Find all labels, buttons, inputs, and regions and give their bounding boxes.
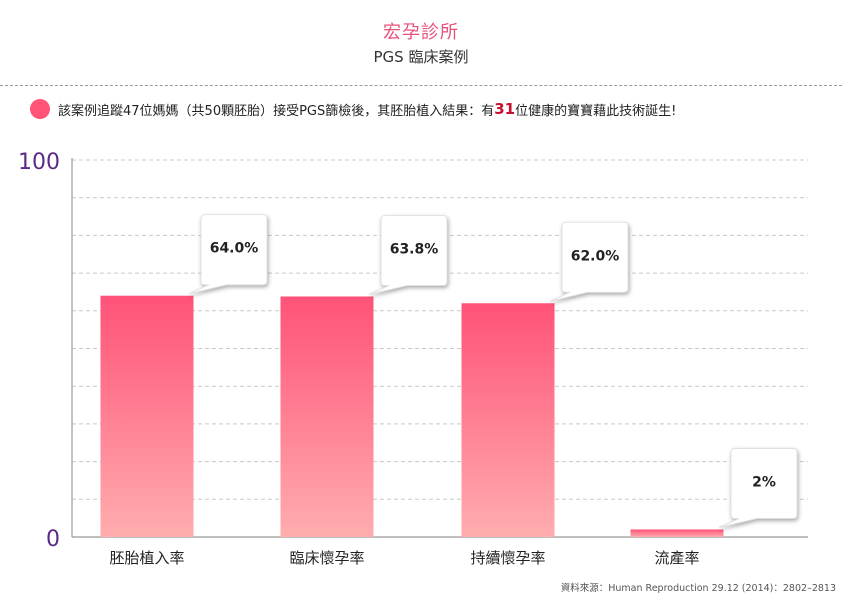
callout-bubble [188, 214, 268, 295]
data-callout [718, 448, 798, 528]
source-citation: 資料來源：Human Reproduction 29.12 (2014)：280… [560, 583, 836, 594]
bullet-dot-icon [30, 99, 50, 119]
callout-bubble [718, 448, 798, 528]
callout-bubble [368, 215, 448, 295]
data-callout [188, 214, 268, 295]
summary-text-before: 該案例追蹤47位媽媽（共50顆胚胎）接受PGS篩檢後，其胚胎植入結果：有 [58, 103, 495, 119]
bar [100, 295, 194, 537]
category-labels: 胚胎植入率 臨床懷孕率 持續懷孕率 流產率 [109, 549, 699, 567]
clinic-name: 宏孕診所 [383, 22, 459, 43]
summary-line: 該案例追蹤47位媽媽（共50顆胚胎）接受PGS篩檢後，其胚胎植入結果：有 31 位健… [30, 98, 676, 120]
data-callouts: 64.0% 63.8% 62.0% 2% [188, 214, 798, 528]
data-callout [549, 221, 629, 302]
data-label: 62.0% [571, 248, 620, 264]
y-tick-label: 100 [18, 150, 60, 175]
bars [100, 295, 724, 537]
summary-highlight-count: 31 [494, 100, 516, 118]
category-label: 持續懷孕率 [470, 549, 545, 567]
bar [630, 529, 724, 537]
dashed-divider [0, 85, 842, 86]
data-label: 2% [752, 474, 776, 490]
bar [461, 303, 555, 537]
callout-bubble [549, 221, 629, 302]
category-label: 臨床懷孕率 [289, 549, 364, 567]
summary-text-after: 位健康的寶寶藉此技術誕生! [515, 103, 677, 119]
data-label: 64.0% [210, 241, 259, 257]
y-tick-label: 0 [46, 527, 60, 552]
page-subtitle: PGS 臨床案例 [373, 48, 469, 66]
bar [280, 296, 374, 537]
category-label: 流產率 [654, 549, 699, 567]
data-label: 63.8% [390, 241, 439, 257]
category-label: 胚胎植入率 [109, 549, 184, 567]
data-callout [368, 215, 448, 295]
